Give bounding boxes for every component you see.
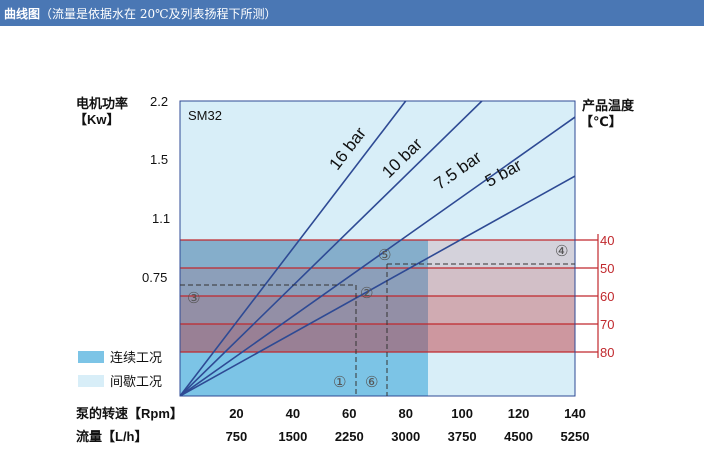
plot-background: [180, 101, 575, 396]
x-axis: 泵的转速【Rpm】 流量【L/h】 20 40 60 80 100 120 140 750 1…: [76, 406, 589, 444]
right-tick-label: 80: [600, 345, 614, 360]
marker-5: ⑤: [378, 247, 391, 264]
rpm-tick-label: 40: [286, 406, 300, 421]
left-tick-0-75: 0.75: [142, 270, 167, 285]
reading-lines: [180, 263, 575, 396]
temperature-bands: [180, 234, 599, 358]
model-label: SM32: [188, 108, 222, 123]
temperature-band: [180, 240, 575, 268]
marker-3: ③: [187, 290, 200, 307]
markers: ① ② ③ ④ ⑤ ⑥: [187, 243, 568, 391]
legend: 连续工况 间歇工况: [78, 350, 162, 389]
pressure-line: [180, 116, 575, 396]
left-axis-title-line2: 【Kw】: [74, 112, 120, 127]
right-tick-label: 50: [600, 261, 614, 276]
legend-continuous-swatch: [78, 351, 104, 363]
rpm-tick-label: 100: [451, 406, 473, 421]
flow-ticks: 750 1500 2250 3000 3750 4500 5250: [226, 429, 590, 444]
rpm-tick-label: 120: [508, 406, 530, 421]
flow-tick-label: 750: [226, 429, 248, 444]
right-tick-label: 40: [600, 233, 614, 248]
right-axis-ticks: 40 50 60 70 80: [600, 233, 614, 360]
pressure-line: [180, 101, 483, 396]
right-axis: 产品温度 【℃】 40 50 60 70 80: [580, 98, 635, 360]
right-tick-label: 70: [600, 317, 614, 332]
temperature-band: [180, 268, 575, 296]
flow-axis-label: 流量【L/h】: [76, 429, 148, 444]
flow-tick-label: 3000: [391, 429, 420, 444]
left-axis: 电机功率 【Kw】 2.2 1.5 1.1 0.75: [74, 94, 170, 285]
pressure-line: [180, 175, 575, 396]
rpm-ticks: 20 40 60 80 100 120 140: [229, 406, 586, 421]
marker-4: ④: [555, 243, 568, 260]
rpm-tick-label: 140: [564, 406, 586, 421]
flow-tick-label: 1500: [278, 429, 307, 444]
temperature-band: [180, 324, 575, 352]
marker-1: ①: [333, 374, 346, 391]
header-title-main: 曲线图: [4, 7, 41, 21]
flow-tick-label: 5250: [561, 429, 590, 444]
rpm-axis-label: 泵的转速【Rpm】: [76, 406, 183, 421]
flow-tick-label: 4500: [504, 429, 533, 444]
rpm-tick-label: 20: [229, 406, 243, 421]
left-tick-1-5: 1.5: [150, 152, 168, 167]
right-tick-label: 60: [600, 289, 614, 304]
flow-tick-label: 3750: [448, 429, 477, 444]
left-axis-title-line1: 电机功率: [76, 96, 128, 111]
right-axis-title-line2: 【℃】: [580, 114, 622, 129]
legend-continuous-label: 连续工况: [110, 350, 162, 365]
marker-6: ⑥: [365, 374, 378, 391]
header-bar: 曲线图（流量是依据水在 20℃及列表扬程下所测）: [0, 0, 704, 26]
left-tick-1-1: 1.1: [152, 211, 170, 226]
pressure-line: [180, 101, 407, 396]
rpm-tick-label: 60: [342, 406, 356, 421]
marker-2: ②: [360, 285, 373, 302]
rpm-tick-label: 80: [398, 406, 412, 421]
flow-tick-label: 2250: [335, 429, 364, 444]
right-axis-title-line1: 产品温度: [582, 98, 635, 113]
left-tick-2-2: 2.2: [150, 94, 168, 109]
header-title-note: （流量是依据水在 20℃及列表扬程下所测）: [40, 7, 277, 21]
pressure-lines: [180, 101, 575, 396]
header-title: 曲线图（流量是依据水在 20℃及列表扬程下所测）: [4, 5, 277, 22]
legend-intermittent-label: 间歇工况: [110, 374, 162, 389]
plot-frame: [179, 100, 576, 397]
legend-intermittent-swatch: [78, 375, 104, 387]
